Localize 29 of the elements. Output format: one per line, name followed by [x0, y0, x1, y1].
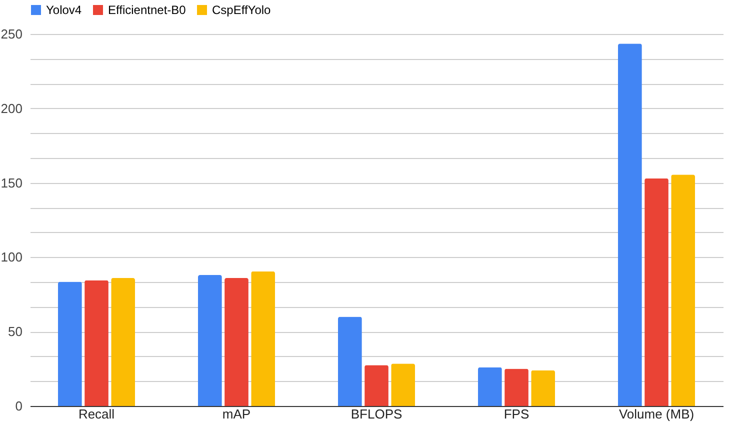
- bar: [224, 278, 248, 406]
- x-tick-label: FPS: [504, 406, 530, 422]
- x-tick-label: BFLOPS: [350, 406, 402, 422]
- bar: [478, 367, 502, 406]
- x-tick-label: Volume (MB): [618, 406, 694, 422]
- y-tick-label: 200: [0, 100, 22, 116]
- bar: [644, 178, 668, 406]
- y-tick-label: 0: [15, 398, 22, 414]
- legend-label: CspEffYolo: [212, 3, 272, 17]
- bar: [618, 44, 642, 406]
- y-tick-label: 250: [0, 26, 22, 42]
- x-tick-label: mAP: [222, 406, 251, 422]
- bar: [671, 174, 695, 406]
- bar: [111, 278, 135, 406]
- bar: [58, 282, 82, 406]
- bar: [364, 365, 388, 406]
- bar: [391, 364, 415, 406]
- y-tick-label: 150: [0, 175, 22, 190]
- bar: [531, 370, 555, 406]
- bar: [504, 368, 528, 406]
- y-tick-label: 100: [0, 250, 22, 265]
- legend-label: Yolov4: [46, 3, 82, 17]
- bar: [198, 275, 222, 406]
- bar: [251, 271, 275, 406]
- legend-label: Efficientnet-B0: [108, 3, 186, 17]
- x-tick-label: Recall: [78, 406, 115, 422]
- bar: [84, 280, 108, 406]
- bar: [338, 316, 362, 406]
- y-tick-label: 50: [8, 324, 22, 340]
